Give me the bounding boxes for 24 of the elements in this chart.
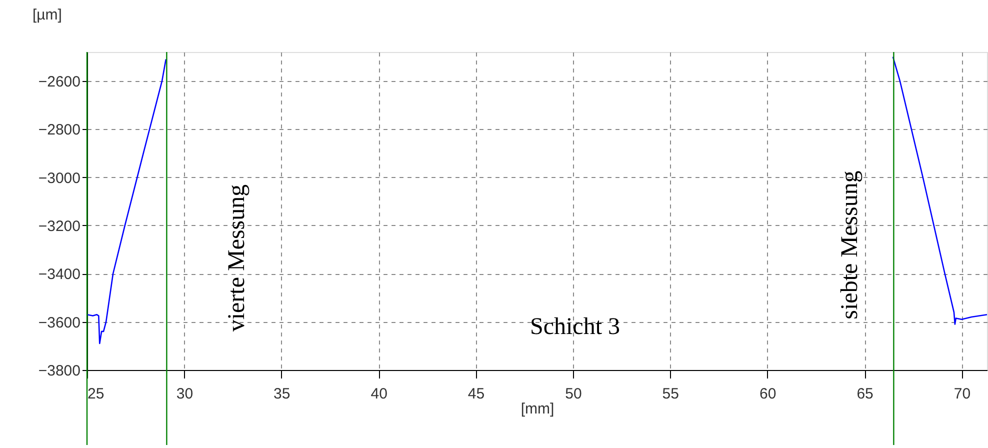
annotation: siebte Messung <box>837 170 863 320</box>
x-axis-title: [mm] <box>520 400 554 418</box>
y-axis-title: [µm] <box>32 6 62 24</box>
annotation: vierte Messung <box>224 184 250 332</box>
y-tick-label: −3200 <box>38 218 80 235</box>
line-series <box>87 58 167 344</box>
x-tick-label: 35 <box>274 386 290 402</box>
y-tick-label: −2800 <box>38 122 80 139</box>
y-tick-label: −2600 <box>38 73 80 90</box>
y-tick-label: −3000 <box>38 170 80 187</box>
line-series <box>892 56 987 325</box>
x-tick-label: 60 <box>760 386 776 402</box>
y-tick-label: −3600 <box>38 314 80 332</box>
x-tick-label: 70 <box>954 386 971 402</box>
y-tick-label: −3400 <box>38 266 80 284</box>
x-tick-label: 50 <box>565 386 582 402</box>
x-tick-label: 55 <box>662 386 679 402</box>
annotation: Schicht 3 <box>530 314 620 340</box>
y-tick-label: −3800 <box>38 362 80 380</box>
x-tick-label: 30 <box>176 386 194 402</box>
x-tick-label: 25 <box>88 386 104 402</box>
x-tick-label: 65 <box>856 386 874 402</box>
x-tick-label: 45 <box>468 386 485 402</box>
x-tick-label: 40 <box>370 386 388 402</box>
